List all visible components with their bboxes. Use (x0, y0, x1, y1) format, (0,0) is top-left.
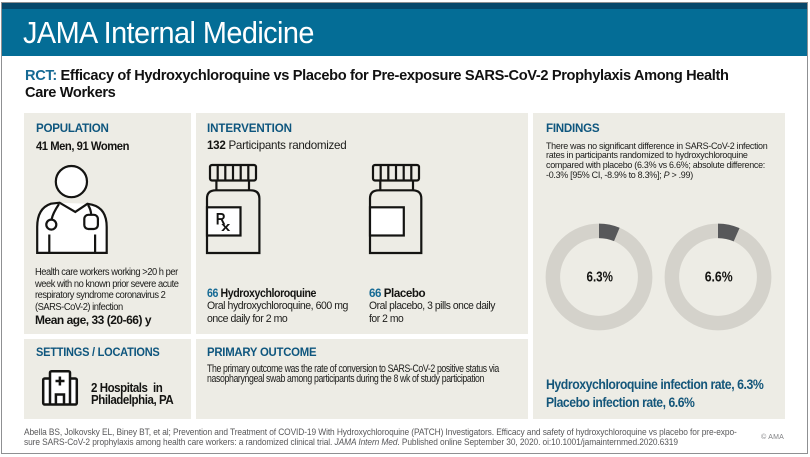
svg-text:6.6%: 6.6% (705, 269, 733, 285)
svg-text:6.3%: 6.3% (587, 269, 614, 285)
svg-text:R: R (216, 210, 226, 229)
svg-text:x: x (221, 220, 230, 234)
